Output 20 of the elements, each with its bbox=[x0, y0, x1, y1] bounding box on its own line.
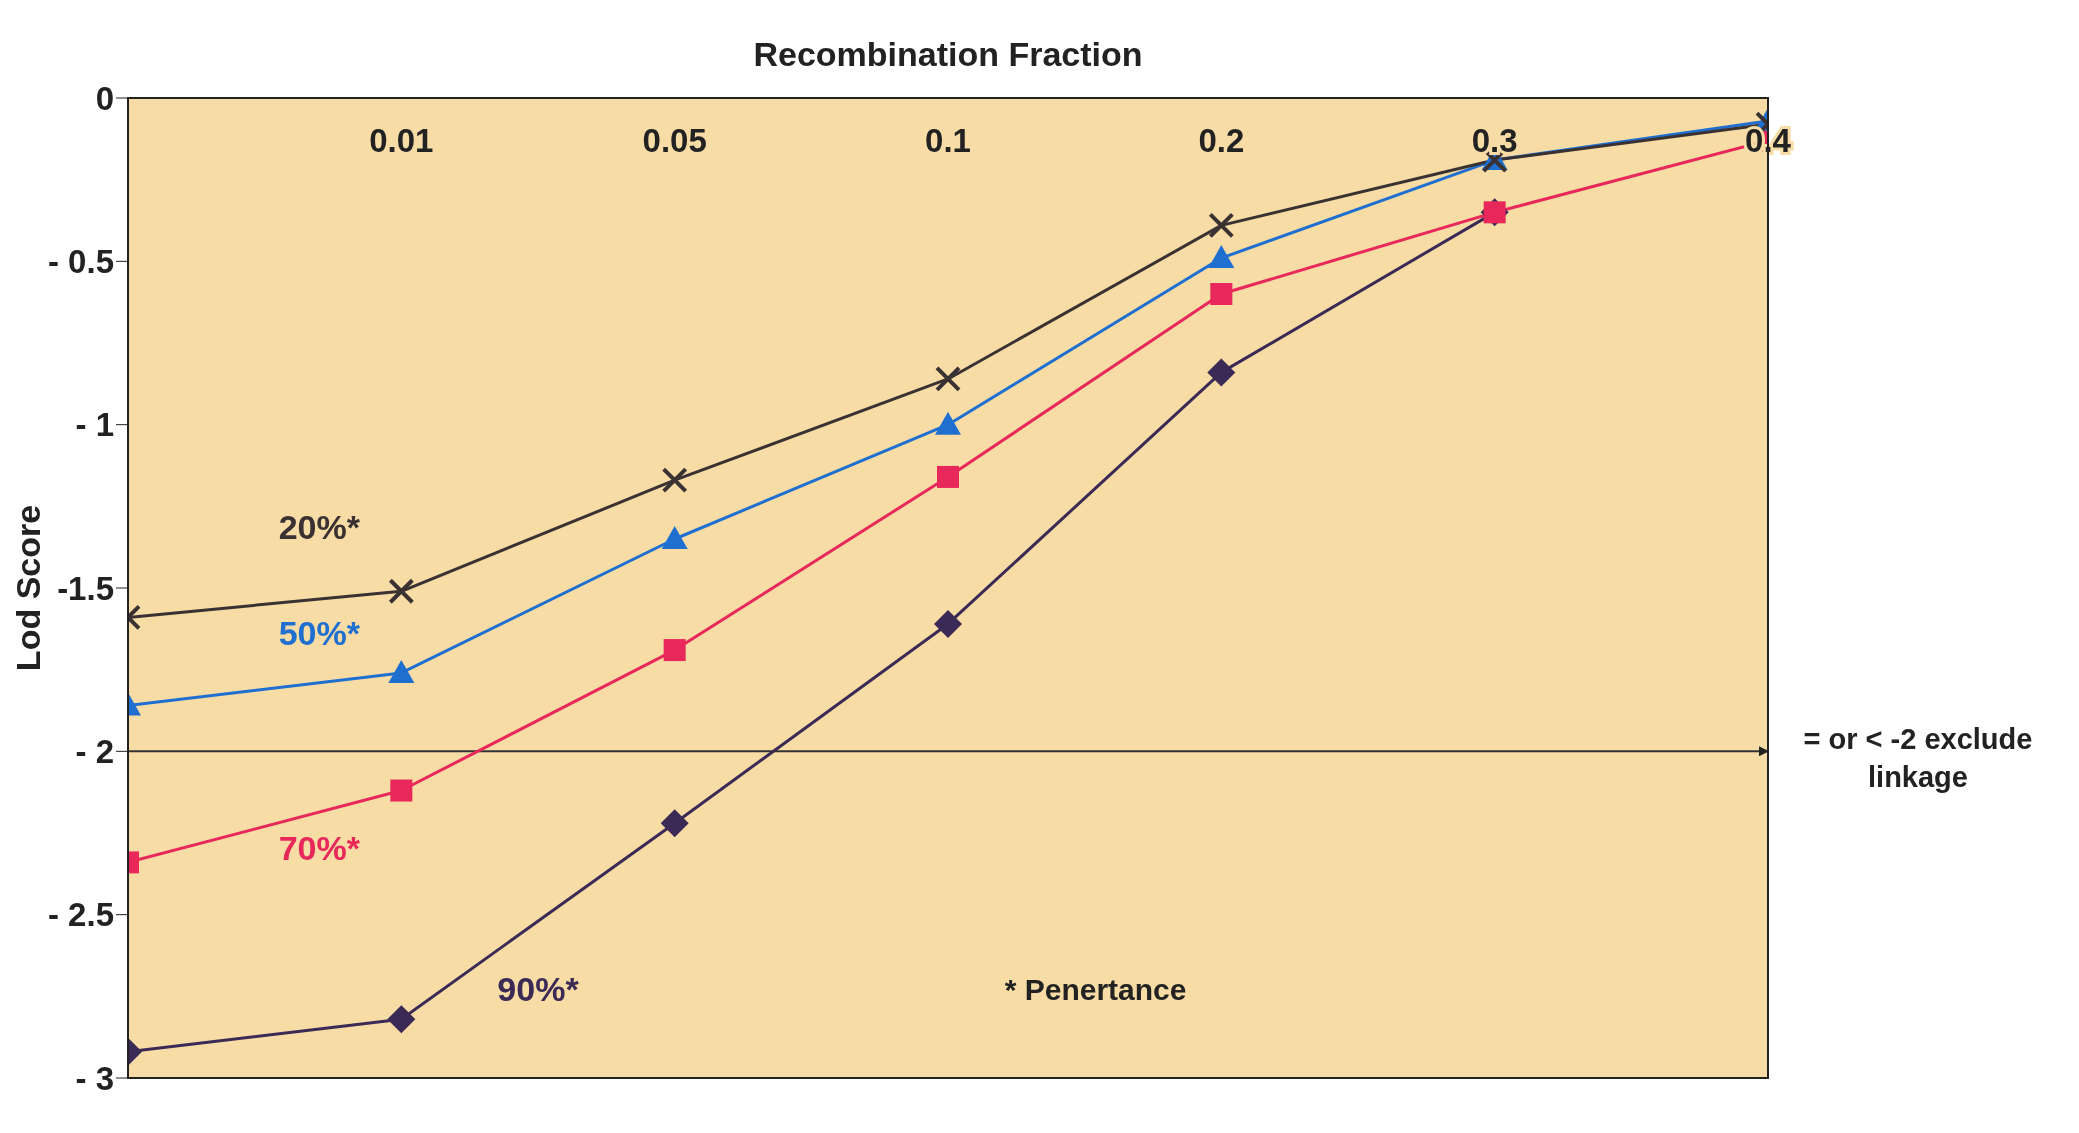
y-tick-label: 0 bbox=[95, 79, 114, 117]
series-label: 50%* bbox=[278, 613, 361, 652]
series-label: 90%* bbox=[497, 970, 580, 1009]
y-tick-label: - 1 bbox=[75, 406, 114, 444]
annotation: * Penertance bbox=[1004, 972, 1187, 1006]
y-tick-label: - 3 bbox=[75, 1059, 114, 1097]
x-axis-title: Recombination Fraction bbox=[753, 35, 1143, 73]
x-tick-label: 0.01 bbox=[369, 122, 434, 159]
y-axis-title: Lod Score bbox=[9, 504, 48, 672]
ref-line-label: = or < -2 exclude linkage bbox=[1803, 723, 2033, 794]
series-label: 20%* bbox=[278, 508, 361, 547]
x-tick-label: 0.2 bbox=[1198, 122, 1245, 159]
y-tick-label: -1.5 bbox=[57, 569, 114, 607]
x-tick-label: 0.05 bbox=[642, 122, 707, 159]
y-tick-label: - 0.5 bbox=[47, 243, 114, 281]
y-tick-label: - 2.5 bbox=[47, 896, 114, 934]
y-tick-label: - 2 bbox=[75, 733, 114, 771]
x-tick-label: 0.3 bbox=[1471, 122, 1518, 159]
x-tick-label: 0.1 bbox=[925, 122, 971, 159]
series-label: 70%* bbox=[278, 829, 361, 868]
